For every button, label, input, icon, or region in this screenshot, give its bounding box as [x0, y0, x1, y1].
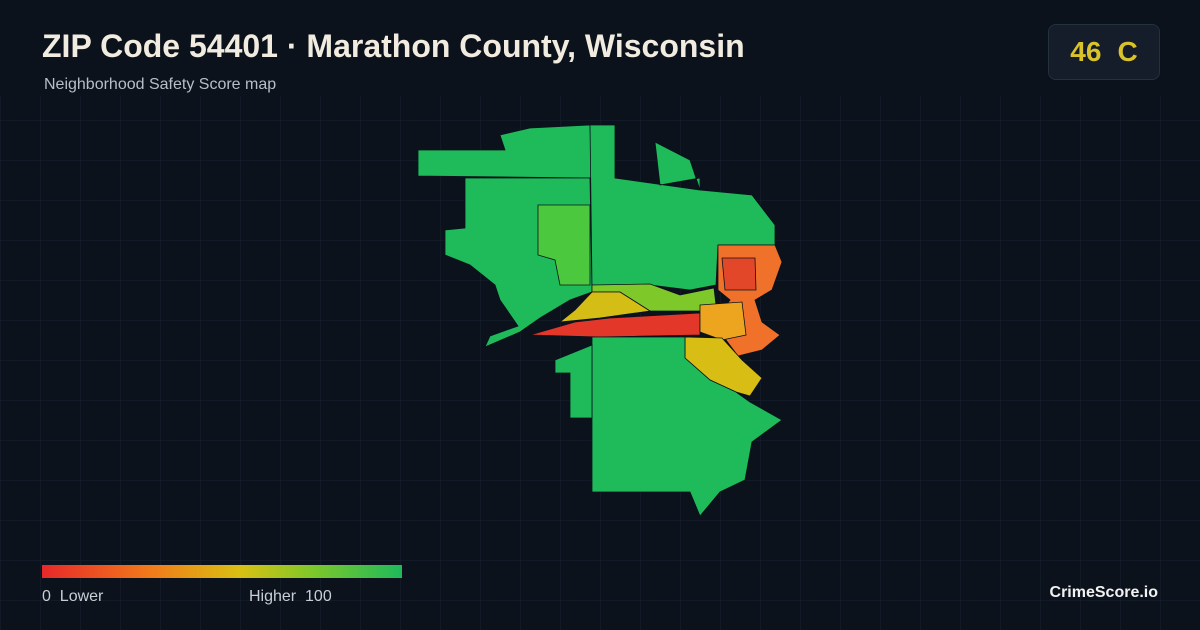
region [554, 344, 593, 419]
region [699, 301, 747, 341]
region [589, 124, 776, 291]
legend-high: Higher 100 [249, 588, 332, 606]
legend-min-label: Lower [59, 588, 104, 605]
legend-min: 0 [42, 588, 51, 605]
score-value: 46 [1070, 36, 1102, 67]
legend-max-label: Higher [249, 588, 297, 605]
score-badge: 46 C [1048, 24, 1160, 80]
title: ZIP Code 54401 · Marathon County, Wiscon… [42, 28, 745, 64]
score-grade: C [1117, 36, 1138, 67]
region [721, 257, 757, 291]
legend-max: 100 [305, 588, 332, 605]
region [558, 291, 652, 323]
legend-bar [42, 565, 402, 578]
zip-regions [417, 124, 783, 517]
region [591, 336, 783, 517]
region [537, 204, 591, 286]
legend-low: 0 Lower [42, 588, 103, 606]
brand: CrimeScore.io [1049, 584, 1158, 601]
subtitle: Neighborhood Safety Score map [44, 76, 277, 93]
